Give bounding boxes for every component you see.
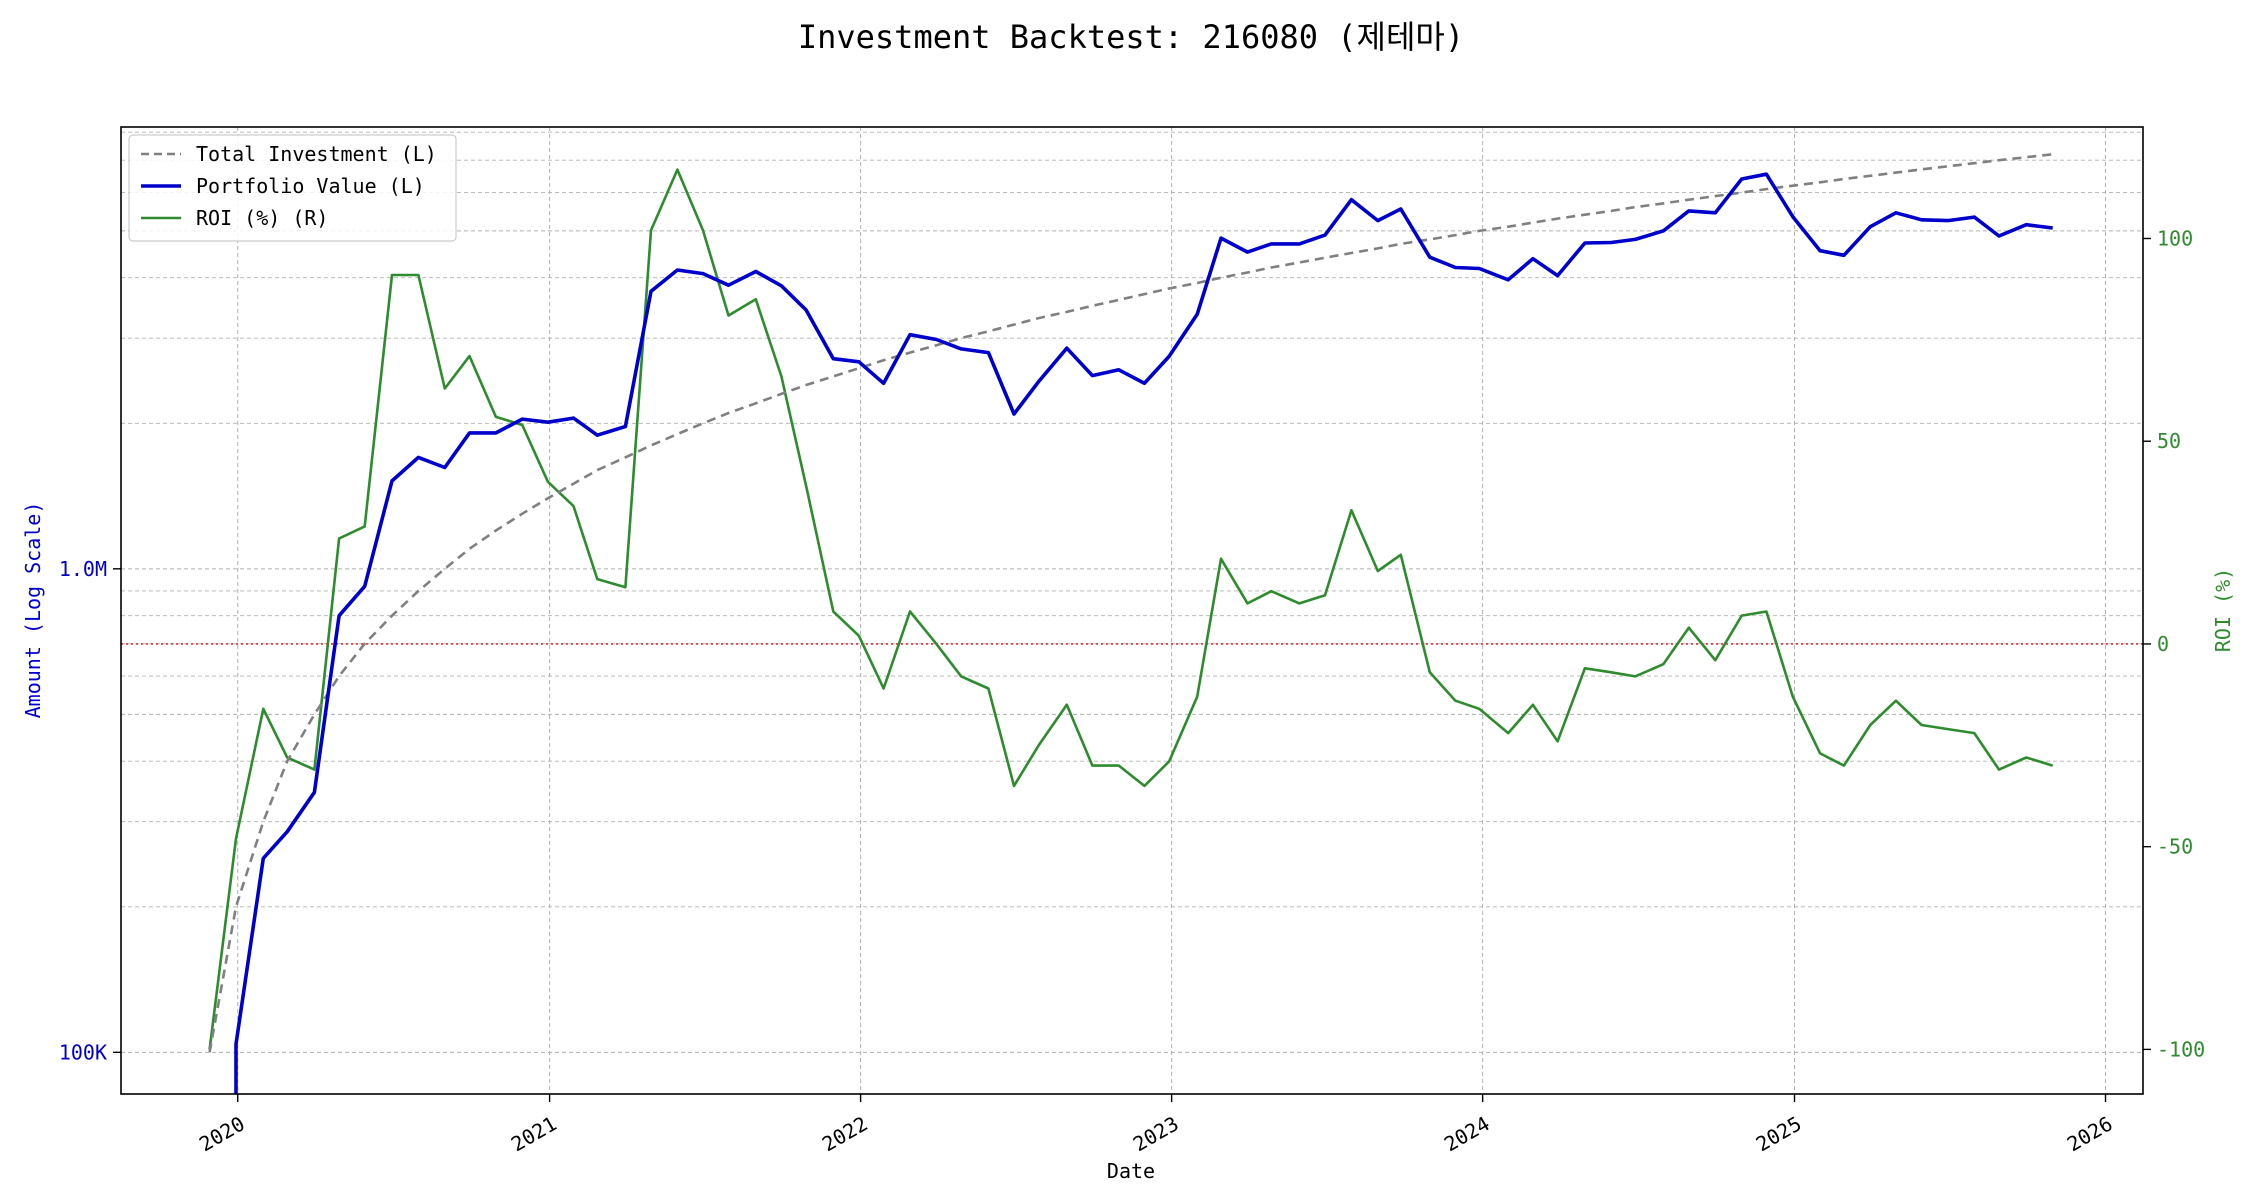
y-right-tick-label: -100 <box>2157 1037 2205 1061</box>
plot-frame <box>120 126 2144 1095</box>
roi-line <box>208 168 2054 1050</box>
total-investment-line <box>208 153 2053 1053</box>
y-left-tick-label: 100K <box>59 1040 107 1064</box>
legend-label-total-investment: Total Investment (L) <box>196 142 437 166</box>
chart-title: Investment Backtest: 216080 (제테마) <box>798 18 1464 56</box>
legend-box <box>128 134 457 242</box>
grid-horizontal <box>121 131 2143 1053</box>
y-right-tick-label: 0 <box>2157 632 2169 656</box>
x-axis-label: Date <box>1107 1159 1155 1183</box>
y-axis-left: 100K 1.0M <box>59 557 121 1064</box>
legend: Total Investment (L) Portfolio Value (L) R… <box>128 134 457 242</box>
legend-label-roi: ROI (%) (R) <box>196 206 328 230</box>
y-axis-left-label: Amount (Log Scale) <box>21 502 45 719</box>
y-right-tick-label: 100 <box>2157 226 2193 250</box>
y-left-tick-label: 1.0M <box>59 557 107 581</box>
legend-label-portfolio-value: Portfolio Value (L) <box>196 174 425 198</box>
y-right-tick-label: 50 <box>2157 429 2181 453</box>
y-axis-right: -100 -50 0 50 100 <box>2143 226 2205 1061</box>
series-layer <box>208 153 2054 1094</box>
y-right-tick-label: -50 <box>2157 835 2193 859</box>
portfolio-value-line <box>234 172 2053 1094</box>
y-axis-right-label: ROI (%) <box>2211 568 2235 652</box>
